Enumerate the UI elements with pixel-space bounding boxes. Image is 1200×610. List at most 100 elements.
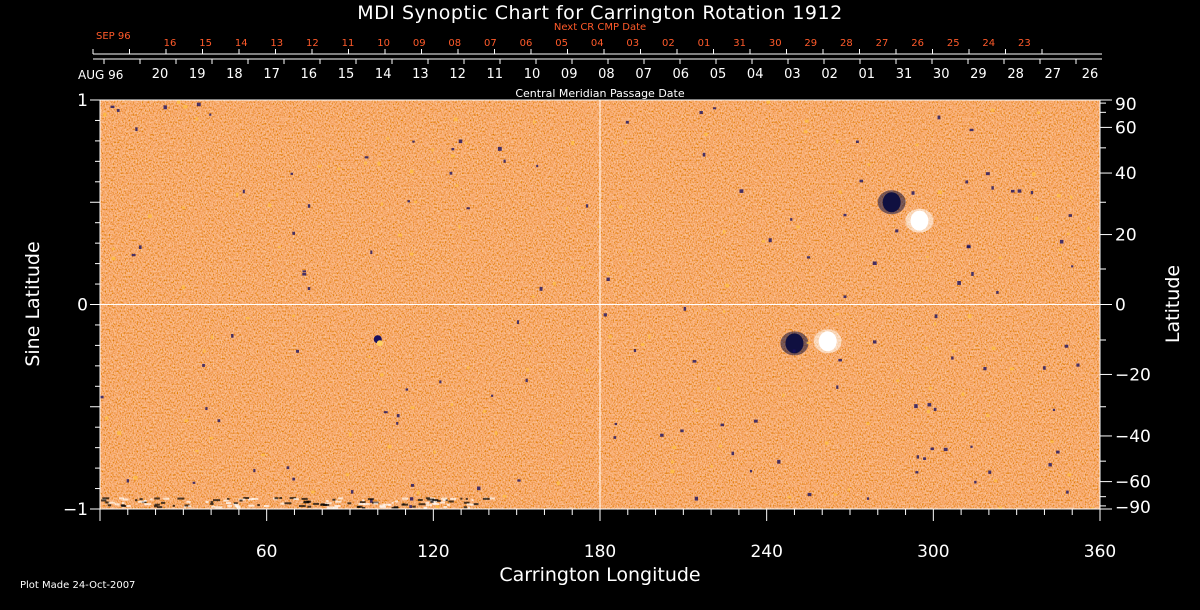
x-tick-label: 120 (417, 542, 449, 562)
flux-speck (718, 444, 722, 448)
magnetic-feature (882, 192, 901, 213)
polar-noise-speck (448, 500, 454, 503)
polar-noise-speck (307, 505, 312, 508)
flux-speck (491, 394, 494, 397)
flux-speck (1067, 232, 1070, 235)
polar-noise-speck (102, 497, 110, 500)
x-tick-label: 240 (750, 542, 782, 562)
flux-speck (458, 139, 463, 144)
polar-noise-speck (463, 501, 470, 504)
flux-speck (847, 488, 850, 491)
flux-speck (451, 147, 455, 151)
flux-speck (938, 190, 942, 195)
flux-speck (405, 388, 409, 391)
polar-noise-speck (445, 499, 448, 502)
y-right-tick-label: −20 (1115, 365, 1151, 385)
polar-noise-speck (163, 497, 170, 500)
flux-speck (834, 493, 837, 497)
flux-speck (477, 486, 481, 491)
flux-speck (825, 441, 829, 445)
x-tick-label: 360 (1084, 542, 1116, 562)
polar-noise-speck (107, 504, 112, 507)
polar-noise-speck (248, 504, 255, 507)
flux-speck (934, 322, 937, 326)
flux-speck (768, 238, 772, 243)
flux-speck (414, 200, 417, 204)
flux-speck (628, 249, 632, 253)
flux-speck (458, 225, 461, 229)
flux-speck (1056, 194, 1061, 198)
flux-speck (866, 497, 870, 500)
cmp-date-label: 07 (635, 67, 652, 82)
magnetogram-map (100, 100, 1100, 509)
cmp-date-label: 08 (598, 67, 615, 82)
flux-speck (449, 171, 453, 175)
next-cr-date-label: 15 (199, 38, 212, 49)
flux-speck (517, 479, 521, 482)
polar-noise-speck (347, 502, 352, 505)
flux-speck (211, 335, 214, 340)
flux-speck (133, 475, 138, 480)
flux-speck (364, 161, 367, 165)
flux-speck (407, 200, 410, 203)
polar-noise-speck (379, 504, 386, 507)
flux-speck (994, 479, 997, 483)
flux-speck (386, 137, 390, 140)
next-cr-date-label: 04 (591, 38, 604, 49)
y-axis-label-right: Latitude (1162, 264, 1184, 344)
flux-speck (1087, 227, 1090, 230)
flux-speck (439, 380, 442, 384)
magnetic-feature (910, 210, 929, 231)
polar-noise-speck (225, 502, 232, 505)
flux-speck (307, 204, 311, 208)
flux-speck (983, 367, 987, 371)
flux-speck (580, 266, 584, 269)
polar-noise-speck (138, 500, 145, 503)
flux-speck (103, 112, 107, 117)
polar-noise-speck (394, 500, 399, 503)
flux-speck (624, 140, 627, 145)
flux-speck (292, 314, 296, 318)
polar-noise-speck (428, 497, 436, 500)
flux-speck (437, 160, 440, 164)
polar-noise-speck (427, 498, 435, 501)
cmp-date-label: 17 (263, 67, 280, 82)
flux-speck (804, 119, 809, 123)
cmp-date-label: 11 (487, 67, 504, 82)
flux-speck (694, 496, 698, 501)
polar-noise-speck (121, 504, 127, 507)
flux-speck (806, 256, 811, 259)
next-cr-date-label: 28 (840, 38, 853, 49)
flux-speck (411, 483, 415, 487)
flux-speck (1032, 172, 1036, 177)
flux-speck (317, 165, 322, 168)
next-cr-label: Next CR CMP Date (553, 22, 647, 33)
flux-speck (597, 225, 600, 228)
flux-speck (253, 468, 256, 473)
cmp-date-label: 13 (412, 67, 429, 82)
next-cr-date-label: 12 (306, 38, 319, 49)
flux-speck (409, 169, 414, 174)
polar-noise-speck (391, 506, 399, 509)
cmp-date-label: 27 (1045, 67, 1062, 82)
polar-noise-speck (184, 504, 190, 507)
flux-speck (364, 156, 369, 159)
flux-speck (916, 455, 920, 459)
flux-speck (803, 130, 808, 134)
polar-noise-speck (362, 499, 365, 502)
flux-speck (1037, 111, 1041, 114)
y-right-tick-label: 90 (1115, 95, 1137, 115)
polar-noise-speck (205, 501, 209, 504)
flux-speck (704, 132, 708, 136)
flux-speck (957, 280, 961, 285)
flux-speck (311, 490, 315, 494)
polar-noise-speck (332, 498, 336, 501)
polar-noise-speck (482, 497, 490, 500)
flux-speck (396, 422, 399, 425)
cmp-date-label: 16 (301, 67, 318, 82)
polar-noise-speck (233, 502, 238, 505)
plot-made-footer: Plot Made 24-Oct-2007 (20, 580, 136, 591)
polar-noise-speck (467, 506, 470, 509)
flux-speck (539, 286, 543, 291)
